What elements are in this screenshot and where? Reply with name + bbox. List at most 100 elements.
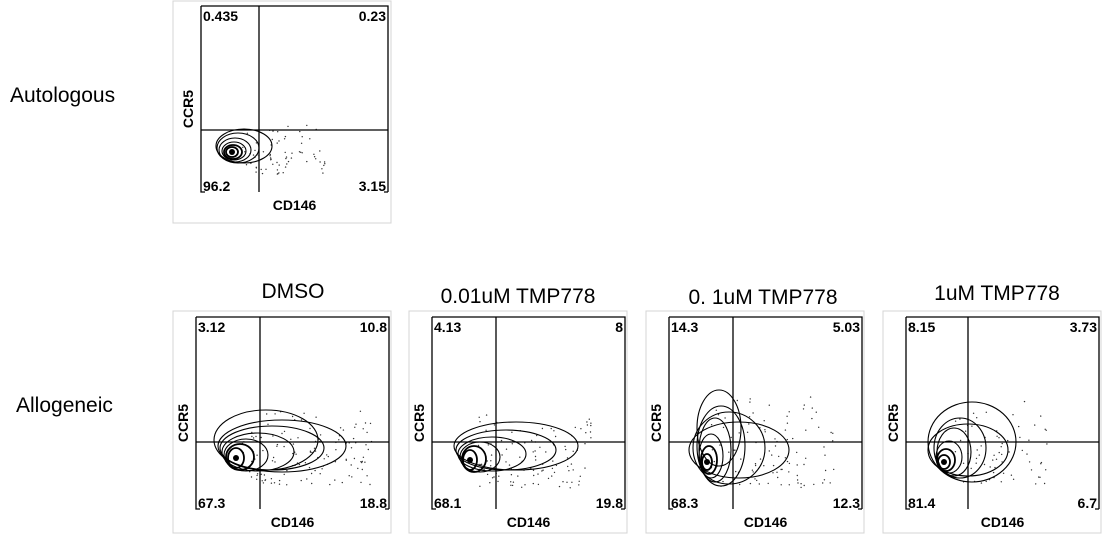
event-dot — [262, 482, 265, 484]
event-dot — [265, 168, 267, 170]
event-dot — [298, 151, 301, 153]
event-dot — [1043, 482, 1046, 485]
event-dot — [270, 478, 273, 480]
event-dot — [505, 461, 507, 463]
event-dot — [811, 407, 813, 409]
event-dot — [749, 401, 751, 403]
event-dot — [970, 467, 972, 470]
event-dot — [756, 479, 758, 482]
event-dot — [487, 444, 489, 446]
event-dot — [590, 422, 592, 424]
event-dot — [282, 172, 284, 174]
event-dot — [749, 482, 752, 485]
event-dot — [276, 169, 279, 171]
event-dot — [272, 130, 274, 132]
event-dot — [776, 471, 778, 473]
event-dot — [314, 469, 316, 472]
event-dot — [558, 485, 561, 488]
event-dot — [813, 483, 815, 486]
event-dot — [754, 464, 757, 467]
y-axis-label: CCR5 — [885, 404, 901, 442]
event-dot — [284, 166, 287, 168]
event-dot — [541, 427, 544, 430]
event-dot — [802, 408, 805, 410]
row-label-autologous: Autologous — [10, 84, 116, 107]
event-dot — [764, 431, 766, 433]
event-dot — [972, 412, 975, 414]
event-dot — [994, 466, 996, 469]
event-dot — [251, 435, 253, 438]
event-dot — [572, 469, 574, 471]
quadrant-top-right-label: 8 — [615, 319, 623, 335]
event-dot — [815, 411, 817, 413]
event-dot — [324, 163, 326, 165]
event-dot — [254, 149, 256, 152]
event-dot — [1010, 474, 1013, 476]
event-dot — [724, 417, 726, 419]
event-dot — [295, 453, 297, 455]
event-dot — [993, 454, 995, 456]
event-dot — [553, 471, 556, 474]
event-dot — [311, 451, 313, 454]
event-dot — [586, 424, 589, 426]
event-dot — [262, 151, 265, 153]
event-dot — [1028, 461, 1031, 463]
event-dot — [315, 158, 317, 160]
event-dot — [365, 444, 367, 446]
event-dot — [771, 454, 773, 456]
event-dot — [1038, 476, 1040, 478]
event-dot — [360, 481, 362, 484]
quadrant-bottom-left-label: 81.4 — [908, 495, 935, 511]
event-dot — [252, 154, 255, 156]
event-dot — [260, 168, 262, 171]
event-dot — [510, 481, 512, 483]
event-dot — [822, 482, 824, 484]
event-dot — [519, 456, 521, 458]
event-dot — [992, 459, 994, 461]
event-dot — [521, 486, 523, 488]
contour-line — [453, 421, 579, 471]
event-dot — [512, 481, 515, 483]
event-dot — [805, 457, 807, 459]
event-dot — [959, 439, 962, 442]
flow-plot-0-1um: 14.3 5.03 68.3 12.3 CD146 CCR5 — [645, 310, 867, 538]
event-dot — [749, 398, 751, 400]
x-axis-label: CD146 — [981, 514, 1025, 530]
event-dot — [498, 475, 500, 477]
contour-line — [700, 445, 718, 475]
event-dot — [306, 124, 308, 127]
event-dot — [758, 483, 760, 485]
event-dot — [271, 460, 274, 462]
event-dot — [306, 160, 308, 163]
event-dot — [273, 482, 276, 484]
event-dot — [959, 418, 961, 420]
event-dot — [327, 455, 329, 458]
quadrant-top-right-label: 5.03 — [833, 319, 860, 335]
event-dot — [278, 140, 280, 142]
event-dot — [739, 483, 741, 486]
event-dot — [517, 475, 519, 477]
event-dot — [364, 461, 366, 463]
event-dot — [734, 449, 736, 451]
event-dot — [362, 456, 365, 458]
event-dot — [341, 481, 343, 484]
quadrant-top-left-label: 4.13 — [434, 319, 461, 335]
contour-line — [692, 411, 766, 485]
event-dot — [269, 155, 271, 157]
quadrant-bottom-right-label: 6.7 — [1078, 495, 1098, 511]
contour-line — [701, 453, 713, 471]
event-dot — [278, 172, 280, 174]
event-dot — [797, 482, 799, 484]
event-dot — [764, 429, 766, 431]
event-dot — [485, 429, 487, 431]
event-dot — [585, 432, 587, 434]
event-dot — [272, 435, 274, 437]
event-dot — [800, 483, 802, 485]
event-dot — [998, 437, 1000, 439]
event-dot — [329, 483, 331, 486]
event-dot — [362, 428, 364, 430]
event-dot — [283, 445, 285, 448]
event-dot — [803, 463, 805, 466]
event-dot — [784, 429, 787, 431]
event-dot — [803, 484, 805, 487]
